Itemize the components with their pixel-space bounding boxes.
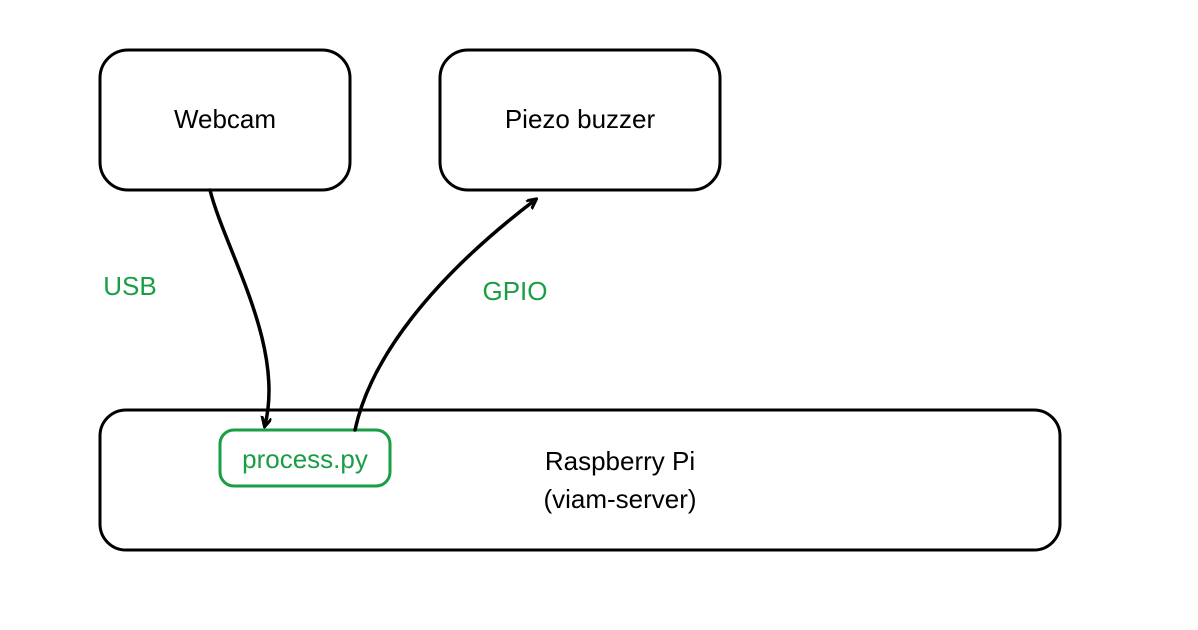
node-process-label: process.py — [242, 444, 368, 474]
edge-gpio-label: GPIO — [482, 276, 547, 306]
node-pi-label: Raspberry Pi — [545, 446, 695, 476]
node-pi-subtitle: (viam-server) — [543, 484, 696, 514]
node-webcam: Webcam — [100, 50, 350, 190]
node-webcam-label: Webcam — [174, 104, 276, 134]
node-process: process.py — [220, 430, 390, 486]
diagram-canvas: Webcam Piezo buzzer Raspberry Pi (viam-s… — [0, 0, 1198, 630]
edge-gpio: GPIO — [355, 200, 548, 430]
node-buzzer: Piezo buzzer — [440, 50, 720, 190]
edge-usb-label: USB — [103, 271, 156, 301]
edge-usb: USB — [103, 190, 269, 425]
node-buzzer-label: Piezo buzzer — [505, 104, 656, 134]
